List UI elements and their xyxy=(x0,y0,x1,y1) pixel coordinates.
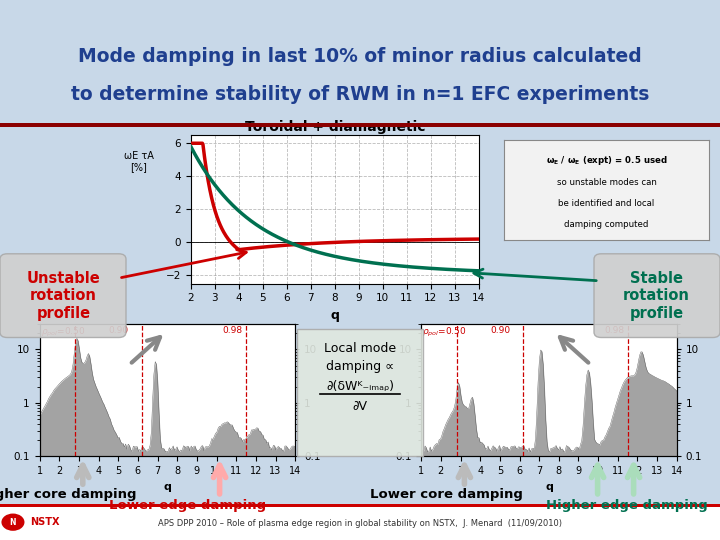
Text: Lower edge damping: Lower edge damping xyxy=(109,500,266,512)
Text: Higher edge damping: Higher edge damping xyxy=(546,500,707,512)
Title: Toroidal + diamagnetic: Toroidal + diamagnetic xyxy=(245,120,425,134)
Text: Unstable
rotation
profile: Unstable rotation profile xyxy=(27,271,100,321)
X-axis label: q: q xyxy=(163,482,171,491)
X-axis label: q: q xyxy=(330,309,339,322)
Text: damping ∝: damping ∝ xyxy=(326,360,394,373)
Text: Higher core damping: Higher core damping xyxy=(0,488,136,501)
Text: ∂(δWᴷ₋ᵢₘₐᵨ): ∂(δWᴷ₋ᵢₘₐᵨ) xyxy=(326,380,394,393)
Text: 0.98: 0.98 xyxy=(222,326,243,335)
Text: Local mode: Local mode xyxy=(324,342,396,355)
Text: APS DPP 2010 – Role of plasma edge region in global stability on NSTX,  J. Menar: APS DPP 2010 – Role of plasma edge regio… xyxy=(158,519,562,528)
Text: 0.90: 0.90 xyxy=(109,326,129,335)
Text: 0.90: 0.90 xyxy=(490,326,510,335)
Text: $\rho_{pol}$=0.50: $\rho_{pol}$=0.50 xyxy=(40,326,85,339)
FancyBboxPatch shape xyxy=(594,254,720,338)
Text: 0.98: 0.98 xyxy=(604,326,624,335)
Text: Mode damping in last 10% of minor radius calculated: Mode damping in last 10% of minor radius… xyxy=(78,47,642,66)
Text: Stable
rotation
profile: Stable rotation profile xyxy=(624,271,690,321)
Text: so unstable modes can: so unstable modes can xyxy=(557,178,657,187)
FancyBboxPatch shape xyxy=(297,329,423,456)
X-axis label: q: q xyxy=(545,482,553,491)
Text: $\rho_{pol}$=0.50: $\rho_{pol}$=0.50 xyxy=(422,326,467,339)
Text: ωE τA
[%]: ωE τA [%] xyxy=(124,151,154,173)
Text: Lower core damping: Lower core damping xyxy=(370,488,523,501)
Text: N: N xyxy=(9,518,17,526)
Text: to determine stability of RWM in n=1 EFC experiments: to determine stability of RWM in n=1 EFC… xyxy=(71,85,649,104)
FancyBboxPatch shape xyxy=(0,254,126,338)
Text: be identified and local: be identified and local xyxy=(559,199,654,208)
Text: damping computed: damping computed xyxy=(564,220,649,229)
Text: $\bf{\omega_E}$ / $\bf{\omega_E}$ (expt) = 0.5 used: $\bf{\omega_E}$ / $\bf{\omega_E}$ (expt)… xyxy=(546,154,667,167)
Text: ∂V: ∂V xyxy=(353,400,367,413)
Text: NSTX: NSTX xyxy=(30,517,60,527)
